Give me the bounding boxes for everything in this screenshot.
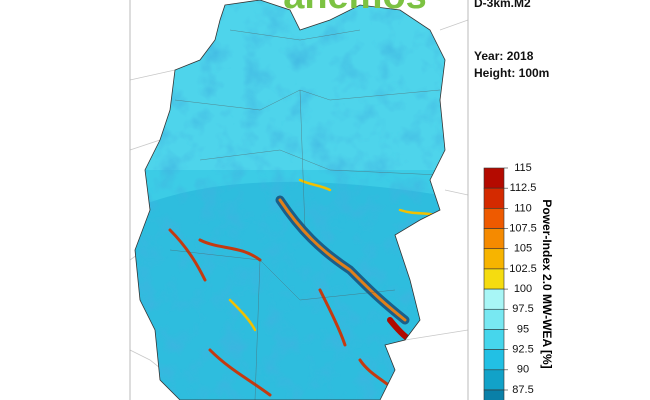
colorbar-tick-label: 110 [514, 202, 532, 214]
colorbar-segment [483, 349, 505, 371]
colorbar-tick-label: 102.5 [509, 263, 537, 275]
colorbar-segment [483, 167, 505, 189]
colorbar-segment [483, 187, 505, 209]
info-line: Height: 100m [474, 66, 549, 80]
colorbar-segment [483, 329, 505, 350]
colorbar-tick-label: 107.5 [509, 222, 537, 234]
colorbar-segment [483, 248, 505, 270]
colorbar-segment [483, 268, 505, 290]
colorbar-tick-label: 112.5 [510, 182, 537, 194]
colorbar-segment [483, 228, 505, 250]
colorbar: 115 112.5 110 107.5 105 102.5 100 97.5 95 92.5 90 8… [483, 162, 537, 400]
colorbar-tick-label: 105 [514, 243, 532, 255]
model-label: D-3km.M2 [474, 0, 531, 10]
neighbor-borders [129, 19, 469, 400]
colorbar-tick-label: 100 [514, 283, 532, 295]
colorbar-label: Power-Index 2.0 MW-WEA [%] [540, 199, 554, 368]
colorbar-segment [483, 369, 505, 391]
colorbar-segment [483, 288, 505, 310]
logo: anemos [283, 0, 427, 17]
colorbar-segment [483, 389, 505, 400]
colorbar-tick-label: 95 [517, 323, 529, 335]
colorbar-tick-label: 97.5 [512, 303, 533, 315]
colorbar-tick-label: 90 [517, 364, 529, 376]
colorbar-tick-label: 87.5 [512, 384, 533, 396]
germany-map [135, 0, 445, 400]
colorbar-segment [483, 208, 505, 229]
colorbar-segment [483, 308, 505, 330]
colorbar-tick-label: 92.5 [512, 344, 533, 356]
germany-border [134, 0, 446, 400]
colorbar-tick-label: 115 [514, 162, 532, 174]
info-line: Year: 2018 [474, 49, 534, 63]
